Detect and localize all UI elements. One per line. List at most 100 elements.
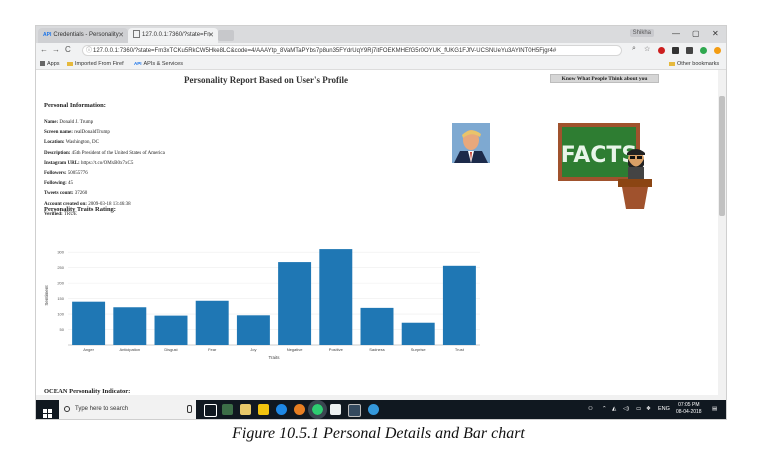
opera-extension-icon[interactable] <box>658 47 665 54</box>
info-value: 45 <box>68 181 74 187</box>
scrollbar-thumb[interactable] <box>719 96 725 216</box>
url-input[interactable]: ⓘ 127.0.0.1:7360/?state=Fm3xTCKu5RkCW5Hk… <box>82 45 622 56</box>
traits-heading: Personality Traits Rating: <box>44 206 116 213</box>
info-value: https://t.co/OMxB0x7xC5 <box>80 160 134 166</box>
x-axis-label: Traits <box>268 355 280 360</box>
tab-label: 127.0.0.1:7360/?state=Fn <box>142 32 211 38</box>
bookmark-apis[interactable]: API APIs & Services <box>134 59 183 69</box>
reload-icon[interactable]: C <box>65 45 71 54</box>
dropbox-icon[interactable]: ❖ <box>646 406 651 412</box>
x-tick-label: Joy <box>250 347 256 352</box>
bookmarks-bar: Apps Imported From Firef API APIs & Servi… <box>36 59 726 70</box>
x-tick-label: Anger <box>83 347 94 352</box>
personal-info-row: Following: 45 <box>44 181 73 186</box>
pocket-icon[interactable] <box>686 47 693 54</box>
close-window-icon[interactable]: ✕ <box>712 29 719 38</box>
cortana-icon <box>64 406 70 412</box>
vertical-scrollbar[interactable] <box>718 70 726 396</box>
close-tab-icon[interactable]: ✕ <box>118 32 124 39</box>
bar-positive <box>319 249 353 345</box>
profile-button[interactable]: Shikha <box>629 29 654 37</box>
taskbar-search-input[interactable]: Type here to search <box>59 400 196 419</box>
minimize-icon[interactable]: — <box>672 29 680 38</box>
forward-icon[interactable]: → <box>52 45 60 54</box>
chrome-icon[interactable] <box>308 400 327 419</box>
mail-icon[interactable] <box>330 404 341 415</box>
taskbar-clock[interactable]: 07:05 PM 08-04-2018 <box>676 402 702 416</box>
tray-chevron-icon[interactable]: ⌃ <box>602 406 607 412</box>
x-tick-label: Positive <box>329 347 344 352</box>
bookmark-star-icon[interactable]: ☆ <box>644 46 651 53</box>
bookmark-apps[interactable]: Apps <box>40 59 60 69</box>
windows-start-icon[interactable] <box>43 405 52 418</box>
x-tick-label: Anticipation <box>119 347 140 352</box>
firefox-icon[interactable] <box>294 404 305 415</box>
personal-info-row: Account created on: 2009-03-18 13:46:38 <box>44 202 131 207</box>
back-icon[interactable]: ← <box>40 45 48 54</box>
profile-avatar <box>452 123 490 163</box>
folder-icon <box>669 61 675 66</box>
figure-caption: Figure 10.5.1 Personal Details and Bar c… <box>232 425 525 442</box>
store-icon[interactable] <box>240 404 251 415</box>
new-tab-button[interactable] <box>218 30 234 41</box>
info-key: Tweets count: <box>44 191 74 197</box>
info-key: Account created on: <box>44 201 87 207</box>
y-tick-label: 100 <box>57 312 64 317</box>
info-key: Followers: <box>44 171 67 176</box>
close-tab-icon[interactable]: ✕ <box>208 32 214 39</box>
info-key: Verified: <box>44 211 63 217</box>
microphone-icon[interactable] <box>187 405 192 413</box>
api-favicon-icon: API <box>43 32 52 38</box>
bookmark-label: Imported From Firef <box>75 61 124 67</box>
battery-icon[interactable]: ▭ <box>636 406 642 412</box>
bookmark-imported[interactable]: Imported From Firef <box>67 59 124 69</box>
y-tick-label: 250 <box>57 265 64 270</box>
bar-negative <box>278 262 312 345</box>
pinned-app-icon[interactable] <box>368 404 379 415</box>
screenshot: API Credentials - Personality ✕ 127.0.0.1… <box>35 25 727 420</box>
info-icon[interactable]: ⓘ <box>86 48 93 54</box>
volume-icon[interactable]: ◁) <box>623 406 630 412</box>
info-value: TRUE <box>63 211 77 217</box>
y-tick-label: 300 <box>57 250 64 255</box>
notification-icon[interactable] <box>714 47 721 54</box>
url-text: 127.0.0.1:7360/?state=Fm3xTCKu5RkCW5Hke8… <box>93 48 557 54</box>
people-icon[interactable]: ⚇ <box>588 406 593 412</box>
photos-app-icon[interactable] <box>222 404 233 415</box>
edge-icon[interactable] <box>276 404 287 415</box>
traits-bar-chart: 50 100 150 200 250 300 Anger Anticipation Disgus… <box>44 249 480 360</box>
facts-illustration: FACTS <box>556 119 656 211</box>
task-view-icon[interactable] <box>204 404 217 417</box>
x-tick-label: Surprise <box>411 347 427 352</box>
personal-info-row: Screen name: realDonaldTrump <box>44 130 110 135</box>
bar-disgust <box>154 315 188 345</box>
extension-icon[interactable] <box>672 47 679 54</box>
page-title: Personality Report Based on User's Profi… <box>183 75 349 85</box>
action-center-icon[interactable]: ▤ <box>712 406 718 412</box>
apps-grid-icon <box>40 61 45 67</box>
info-key: Description: <box>44 150 71 156</box>
page-favicon-icon <box>133 30 140 39</box>
know-what-people-think-button[interactable]: Know What People Think about you <box>550 74 659 83</box>
x-tick-label: Trust <box>455 347 465 352</box>
grammarly-icon[interactable] <box>700 47 707 54</box>
other-bookmarks[interactable]: Other bookmarks <box>669 59 719 69</box>
file-explorer-icon[interactable] <box>258 404 269 415</box>
x-tick-label: Fear <box>208 347 217 352</box>
media-player-icon[interactable] <box>348 404 361 417</box>
zoom-search-icon[interactable]: ⌕ <box>632 45 636 52</box>
info-value: 2009-03-18 13:46:38 <box>88 201 131 207</box>
info-key: Location: <box>44 140 65 146</box>
horizontal-scrollbar[interactable] <box>36 395 726 400</box>
bar-joy <box>236 315 270 345</box>
tab-credentials[interactable]: API Credentials - Personality ✕ <box>38 28 128 43</box>
network-icon[interactable]: ◭ <box>612 406 617 412</box>
personal-info-row: Tweets count: 37260 <box>44 191 87 196</box>
personal-info-row: Followers: 50055776 <box>44 171 88 176</box>
y-axis-label: Sentiment <box>44 285 49 306</box>
maximize-icon[interactable]: ▢ <box>692 29 700 38</box>
language-indicator[interactable]: ENG <box>658 406 670 412</box>
bar-trust <box>442 265 476 345</box>
tab-report[interactable]: 127.0.0.1:7360/?state=Fn ✕ <box>128 28 218 43</box>
bookmark-label: Other bookmarks <box>677 61 720 67</box>
